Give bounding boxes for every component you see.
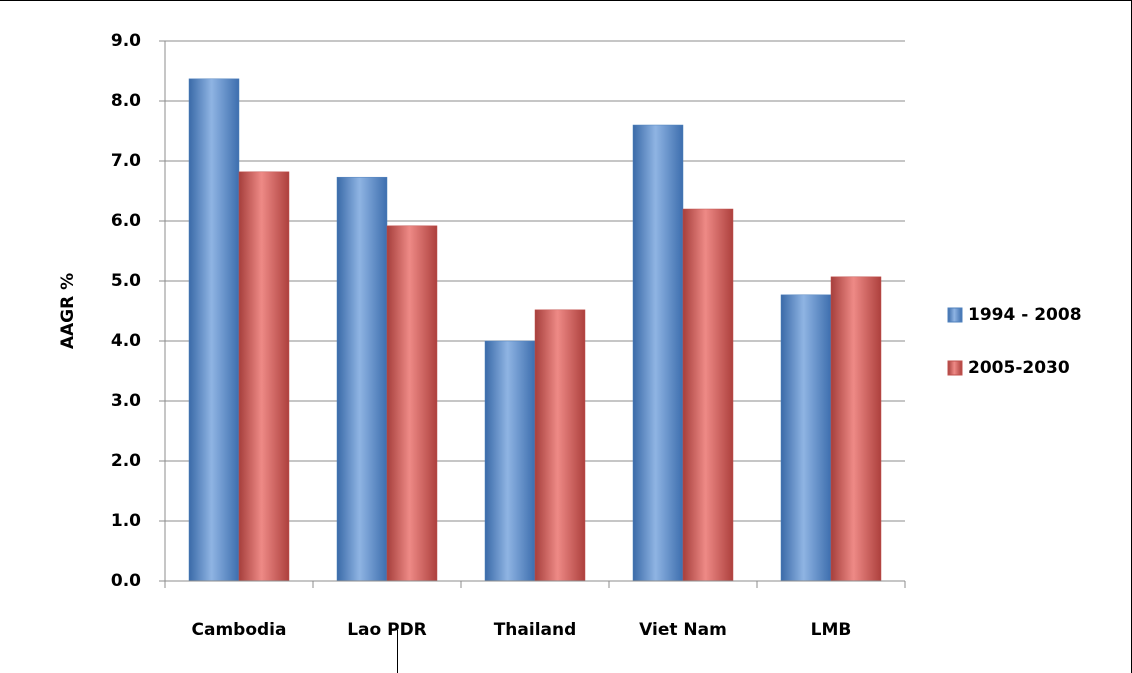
- y-tick-label: 8.0: [111, 91, 141, 111]
- x-tick-label: Lao PDR: [347, 620, 427, 640]
- x-tick-label: Viet Nam: [639, 620, 727, 640]
- x-tick-label: Cambodia: [192, 620, 287, 640]
- y-tick-label: 6.0: [111, 211, 141, 231]
- legend-swatch: [947, 360, 963, 376]
- y-tick-label: 4.0: [111, 331, 141, 351]
- x-tick-label: Thailand: [494, 620, 577, 640]
- y-tick-label: 2.0: [111, 451, 141, 471]
- legend-swatch: [947, 307, 963, 323]
- bar: [484, 340, 536, 582]
- y-tick-label: 5.0: [111, 271, 141, 291]
- y-tick-label: 9.0: [111, 31, 141, 51]
- bar: [386, 225, 438, 582]
- bar: [188, 78, 240, 582]
- bar: [238, 171, 290, 582]
- legend-label: 2005-2030: [968, 358, 1070, 378]
- legend-label: 1994 - 2008: [968, 305, 1082, 325]
- y-axis-label: AAGR %: [58, 273, 78, 349]
- bar: [632, 124, 684, 582]
- y-tick-label: 1.0: [111, 511, 141, 531]
- x-tick-label: LMB: [811, 620, 852, 640]
- bar: [534, 309, 586, 582]
- y-tick-label: 7.0: [111, 151, 141, 171]
- y-tick-label: 0.0: [111, 571, 141, 591]
- y-tick-label: 3.0: [111, 391, 141, 411]
- bar: [780, 294, 832, 582]
- bar: [336, 176, 388, 582]
- bar: [830, 276, 882, 582]
- bar: [682, 208, 734, 582]
